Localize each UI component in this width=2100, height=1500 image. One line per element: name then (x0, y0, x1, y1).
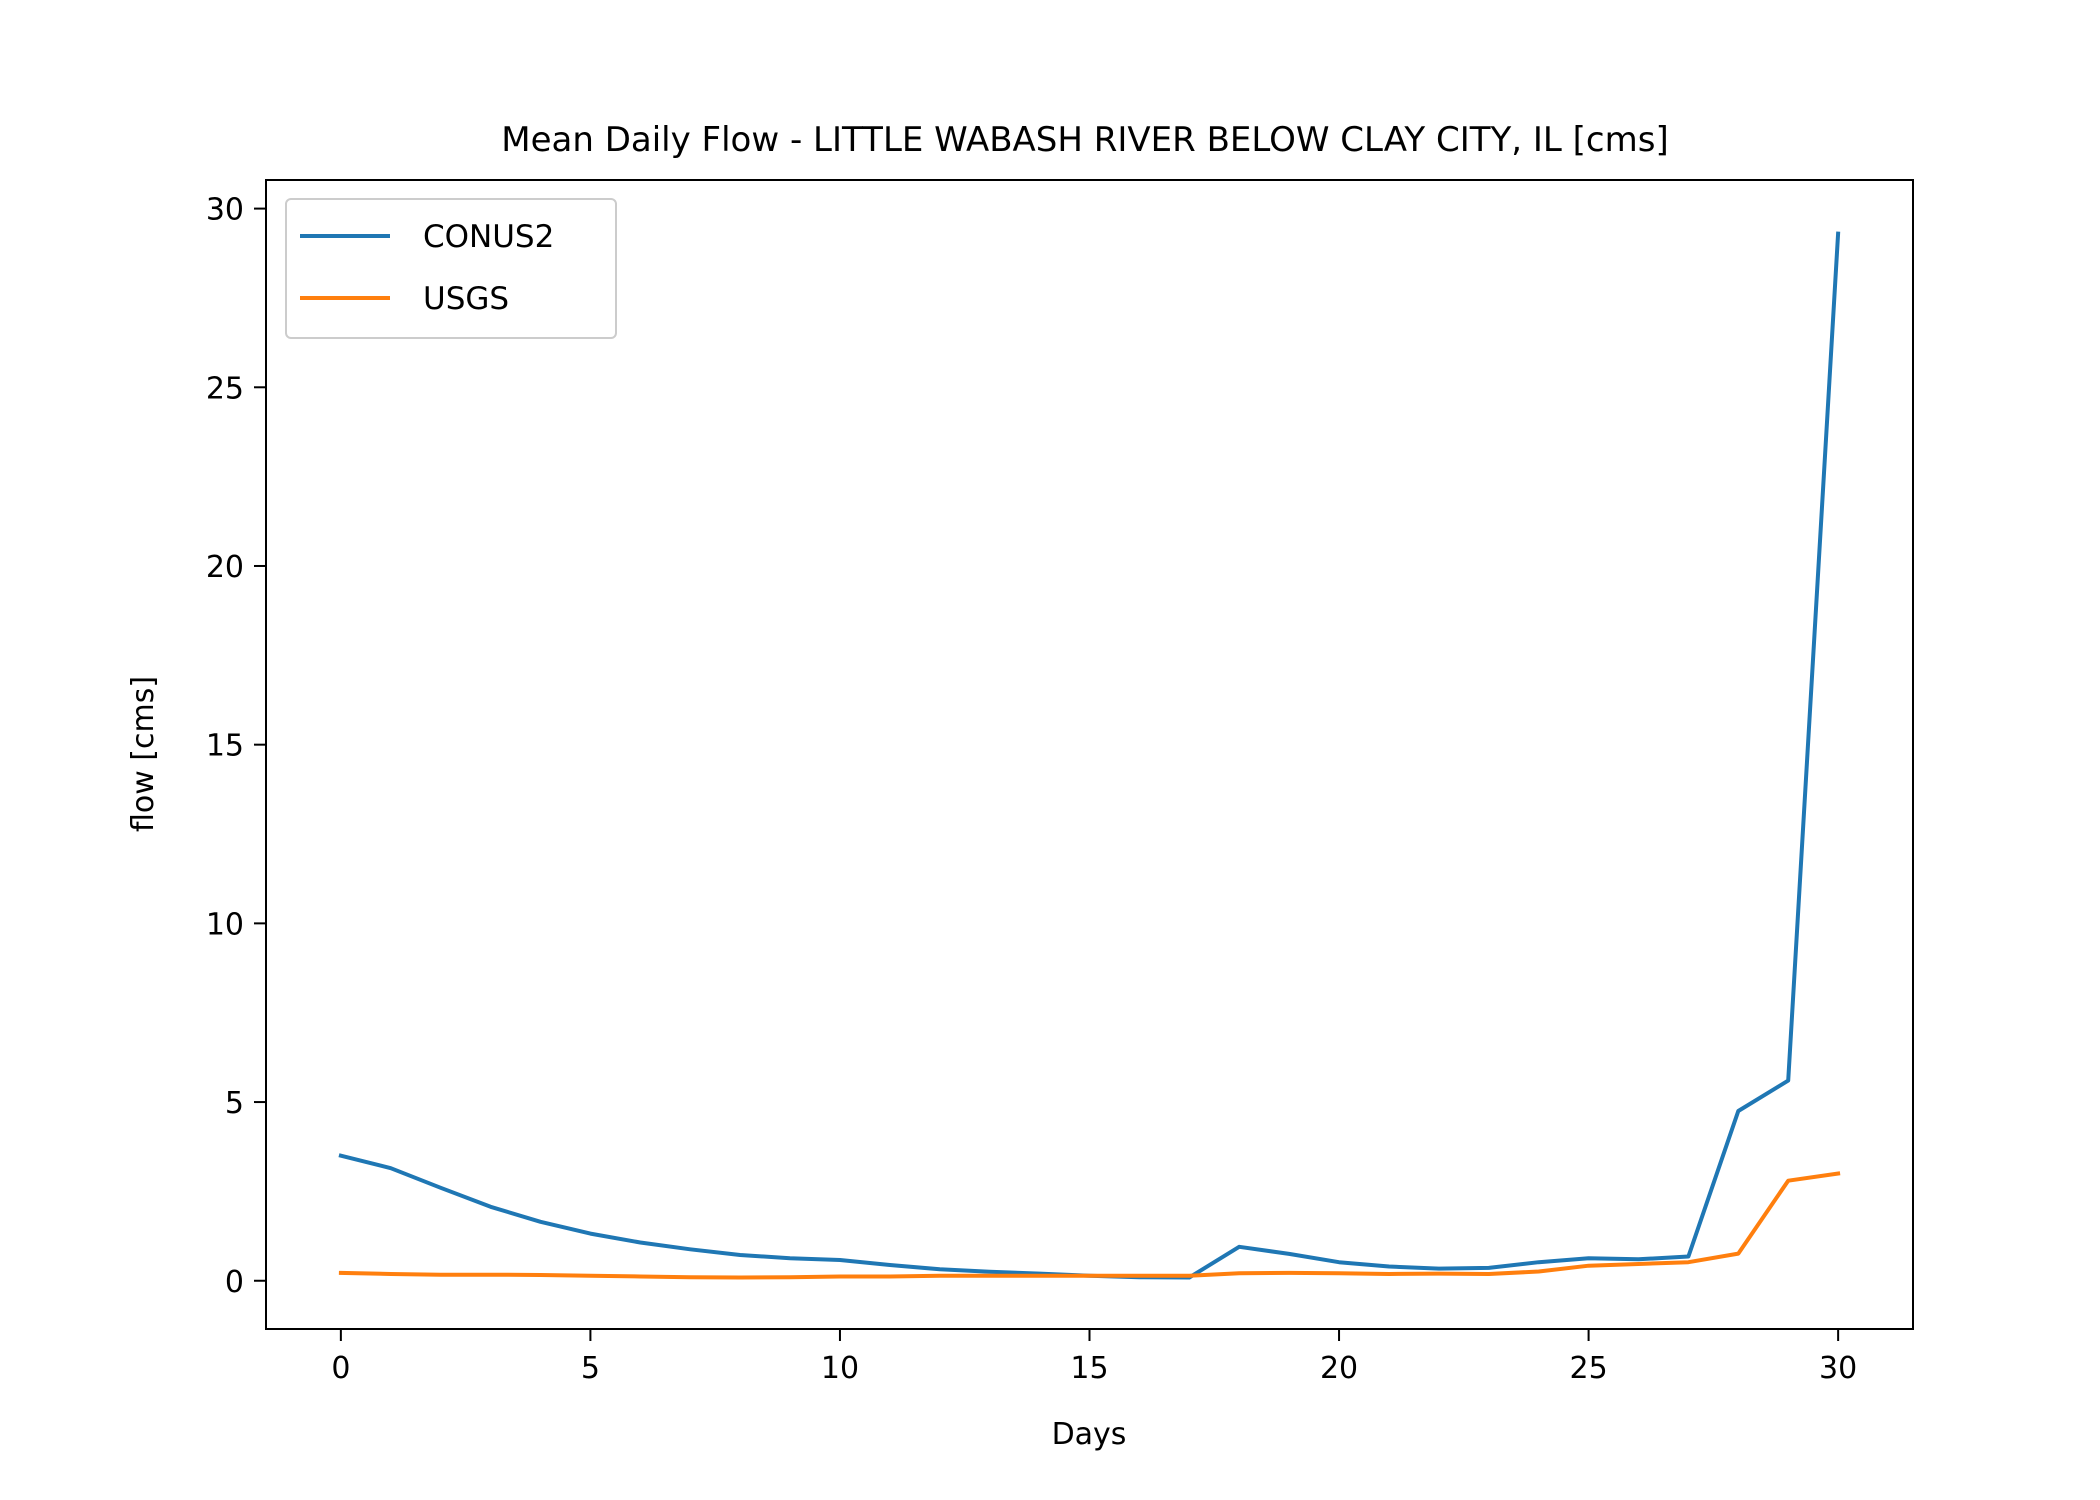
legend-box (285, 198, 617, 339)
series-line-usgs (338, 1171, 1841, 1280)
x-tick-label: 0 (331, 1351, 350, 1386)
x-tick-label: 25 (1569, 1351, 1607, 1386)
x-tick-label: 5 (581, 1351, 600, 1386)
x-axis-label: Days (1052, 1417, 1127, 1452)
legend: CONUS2 USGS (285, 198, 617, 339)
legend-label-conus2: CONUS2 (423, 219, 554, 255)
y-tick-label: 30 (206, 193, 244, 228)
y-tick-label: 20 (206, 550, 244, 585)
y-tick-label: 10 (206, 907, 244, 942)
y-tick-label: 25 (206, 371, 244, 406)
x-tick-label: 15 (1070, 1351, 1108, 1386)
chart-title: Mean Daily Flow - LITTLE WABASH RIVER BE… (501, 120, 1668, 160)
x-tick-label: 10 (821, 1351, 859, 1386)
x-tick-label: 20 (1320, 1351, 1358, 1386)
axes: 0 5 10 15 20 25 30 0 5 10 15 20 25 30 (206, 193, 1857, 1386)
y-tick-label: 15 (206, 729, 244, 764)
y-tick-label: 5 (225, 1086, 244, 1121)
legend-label-usgs: USGS (423, 281, 509, 317)
plot-area (338, 231, 1841, 1280)
y-axis-label: flow [cms] (126, 676, 161, 832)
x-tick-label: 30 (1819, 1351, 1857, 1386)
y-tick-label: 0 (225, 1265, 244, 1300)
